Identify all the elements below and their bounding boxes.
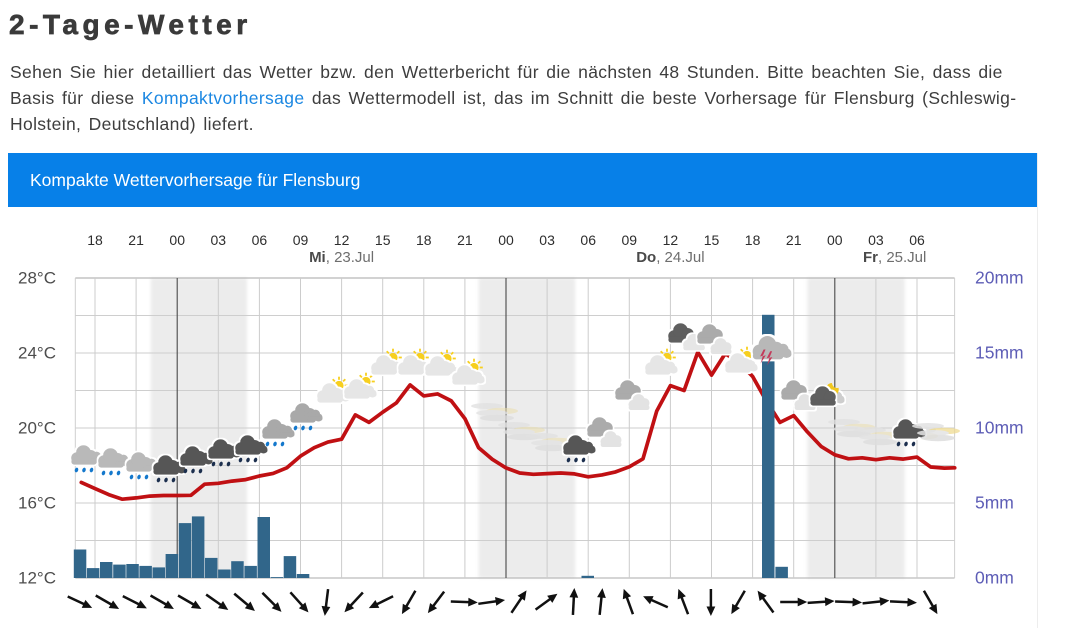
svg-text:18: 18 (745, 232, 761, 248)
svg-text:06: 06 (252, 232, 268, 248)
svg-text:00: 00 (498, 232, 514, 248)
svg-text:21: 21 (457, 232, 473, 248)
svg-text:00: 00 (827, 232, 843, 248)
svg-text:24°C: 24°C (18, 344, 56, 363)
svg-text:12: 12 (334, 232, 350, 248)
svg-text:18: 18 (87, 232, 103, 248)
svg-text:Mi, 23.Jul: Mi, 23.Jul (309, 249, 374, 266)
svg-text:06: 06 (909, 232, 925, 248)
svg-text:18: 18 (416, 232, 432, 248)
svg-text:00: 00 (169, 232, 185, 248)
svg-text:15mm: 15mm (975, 343, 1024, 363)
svg-text:09: 09 (293, 232, 309, 248)
svg-text:15: 15 (375, 232, 391, 248)
svg-text:09: 09 (622, 232, 638, 248)
svg-text:Fr, 25.Jul: Fr, 25.Jul (863, 249, 926, 266)
svg-text:Do, 24.Jul: Do, 24.Jul (636, 249, 704, 266)
svg-text:5mm: 5mm (975, 493, 1014, 513)
svg-text:21: 21 (786, 232, 802, 248)
svg-text:28°C: 28°C (18, 269, 56, 288)
svg-text:20mm: 20mm (975, 268, 1024, 288)
svg-text:20°C: 20°C (18, 419, 56, 438)
svg-text:16°C: 16°C (18, 494, 56, 513)
svg-text:03: 03 (539, 232, 555, 248)
svg-text:10mm: 10mm (975, 418, 1024, 438)
svg-text:12: 12 (663, 232, 679, 248)
svg-text:03: 03 (211, 232, 227, 248)
svg-text:12°C: 12°C (18, 569, 56, 588)
svg-text:06: 06 (580, 232, 596, 248)
svg-text:21: 21 (128, 232, 144, 248)
svg-text:0mm: 0mm (975, 568, 1014, 588)
svg-text:15: 15 (704, 232, 720, 248)
svg-text:03: 03 (868, 232, 884, 248)
